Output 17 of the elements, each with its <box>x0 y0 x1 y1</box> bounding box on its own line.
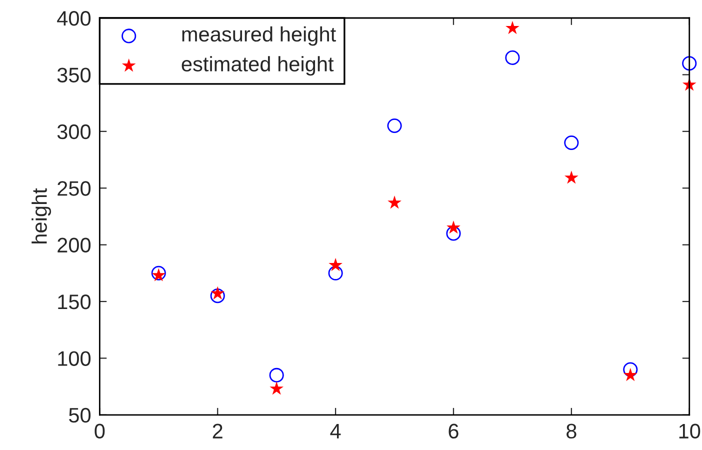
y-tick-label: 300 <box>57 124 91 140</box>
y-tick-label: 400 <box>57 11 91 26</box>
x-tick-label: 0 <box>94 424 105 439</box>
y-axis-title: height <box>32 188 52 244</box>
legend-label: measured height <box>182 26 336 46</box>
y-tick-label: 50 <box>69 408 91 423</box>
x-tick-label: 10 <box>679 424 700 439</box>
y-tick-label: 100 <box>58 351 91 366</box>
x-tick-label: 4 <box>330 424 341 438</box>
x-tick-label: 8 <box>566 424 576 439</box>
y-tick-label: 150 <box>58 294 91 310</box>
y-tick-label: 200 <box>58 238 91 253</box>
legend-label: estimated height <box>182 56 334 76</box>
y-tick-label: 350 <box>57 68 91 82</box>
x-tick-label: 6 <box>448 424 458 439</box>
x-tick-label: 2 <box>212 424 222 438</box>
y-tick-label: 250 <box>58 181 91 196</box>
